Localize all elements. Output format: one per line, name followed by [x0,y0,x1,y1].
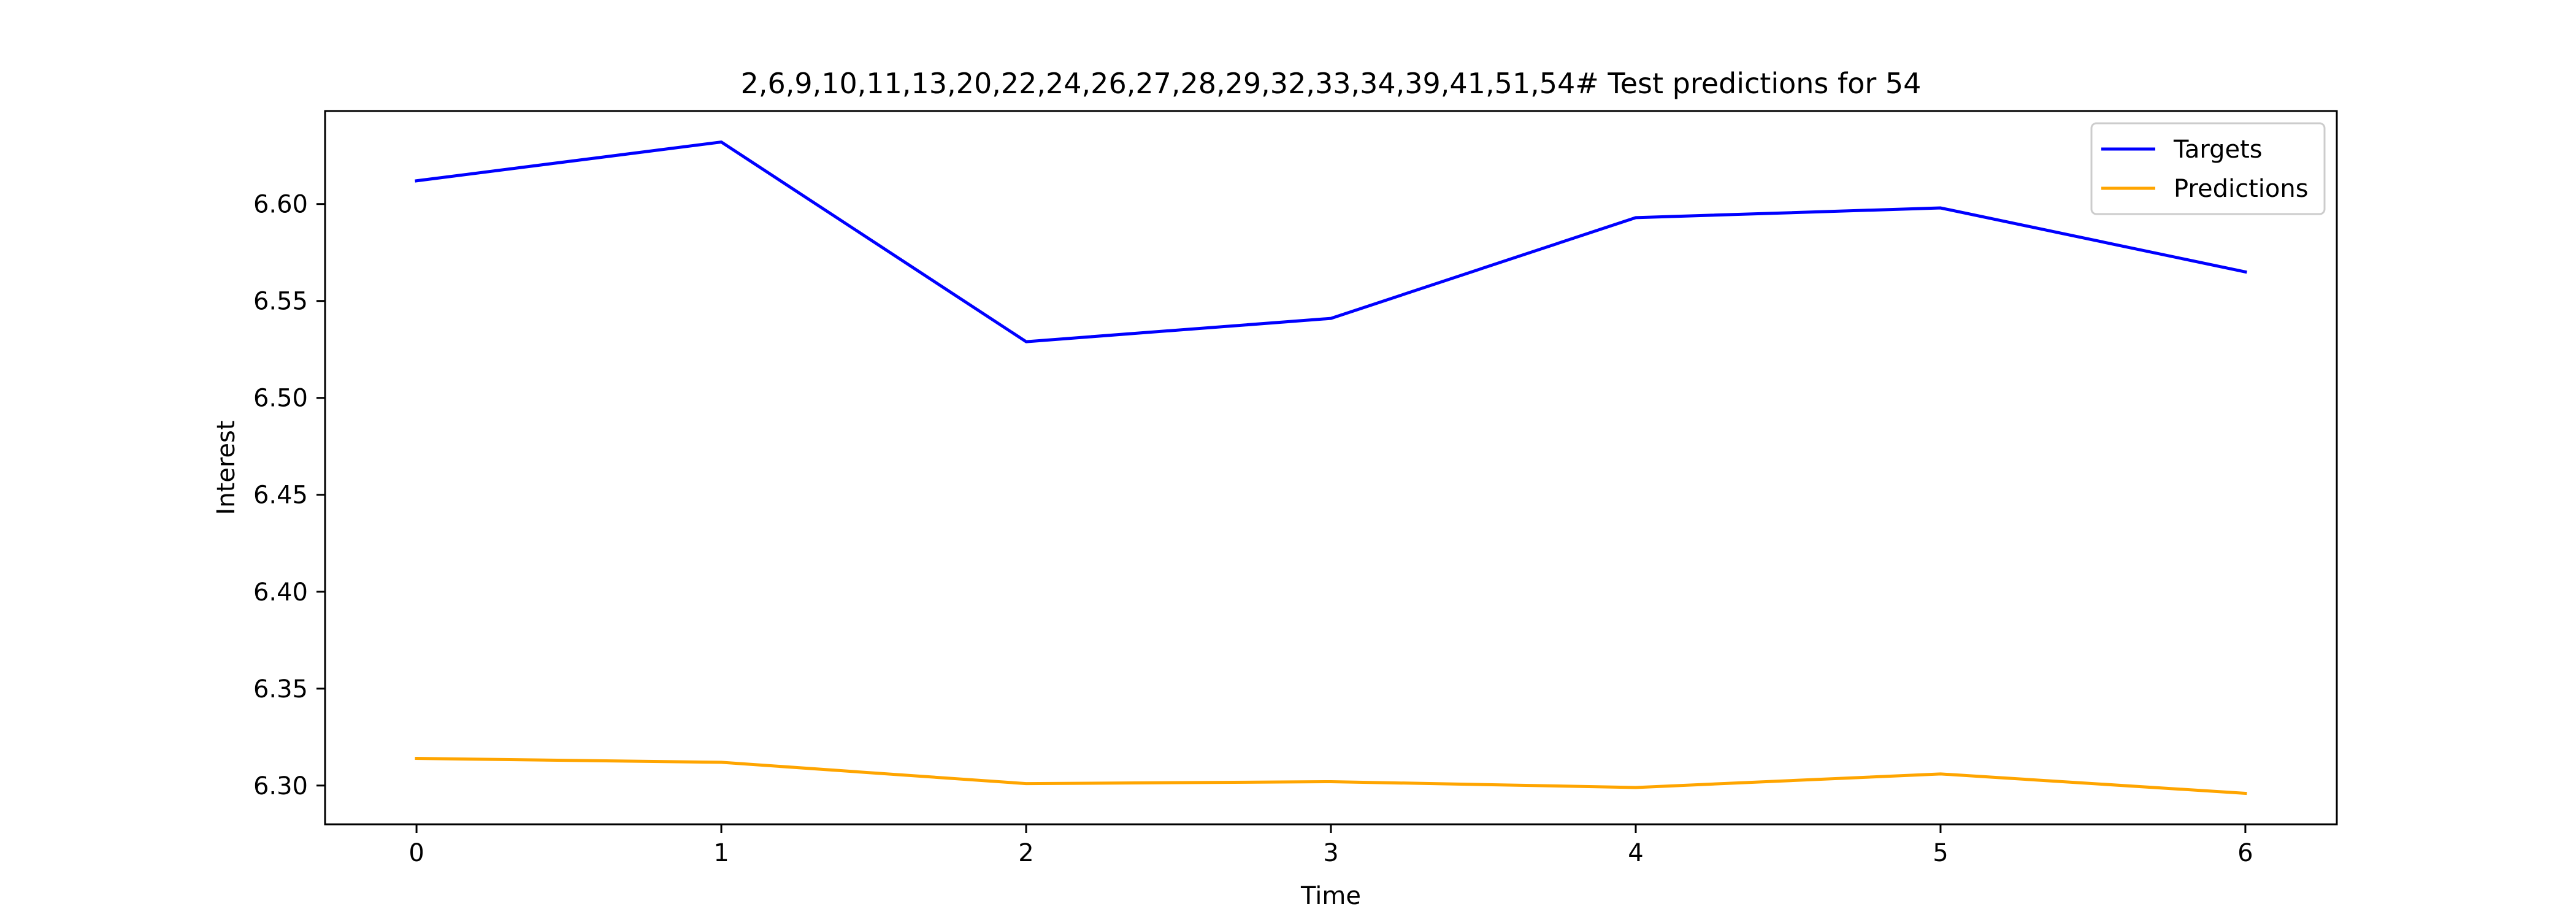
x-tick-label: 6 [2237,839,2253,867]
series-layer [415,140,2247,795]
x-axis-label: Time [1300,882,1361,910]
x-tick-label: 1 [713,839,729,867]
x-tick-label: 4 [1628,839,1643,867]
legend-label: Targets [2173,136,2263,164]
x-axis: 0 1 2 3 4 5 6 [408,824,2253,867]
x-tick-label: 5 [1933,839,1948,867]
x-tick-label: 0 [408,839,424,867]
y-tick-label: 6.35 [253,675,308,703]
legend-label: Predictions [2174,175,2309,203]
chart-title: 2,6,9,10,11,13,20,22,24,26,27,28,29,32,3… [741,67,1922,100]
y-axis: 6.30 6.35 6.40 6.45 6.50 6.55 6.60 [253,191,325,800]
legend: Targets Predictions [2090,122,2326,215]
x-tick-label: 3 [1323,839,1338,867]
y-tick-label: 6.30 [253,772,308,800]
y-tick-label: 6.45 [253,481,308,510]
y-tick-label: 6.55 [253,288,308,316]
x-tick-label: 2 [1018,839,1033,867]
legend-box [2090,122,2326,215]
y-tick-label: 6.60 [253,191,308,219]
y-tick-label: 6.40 [253,578,308,607]
series-line-targets [415,140,2247,343]
y-axis-label: Interest [212,420,240,515]
series-line-predictions [415,757,2247,795]
y-tick-label: 6.50 [253,385,308,413]
